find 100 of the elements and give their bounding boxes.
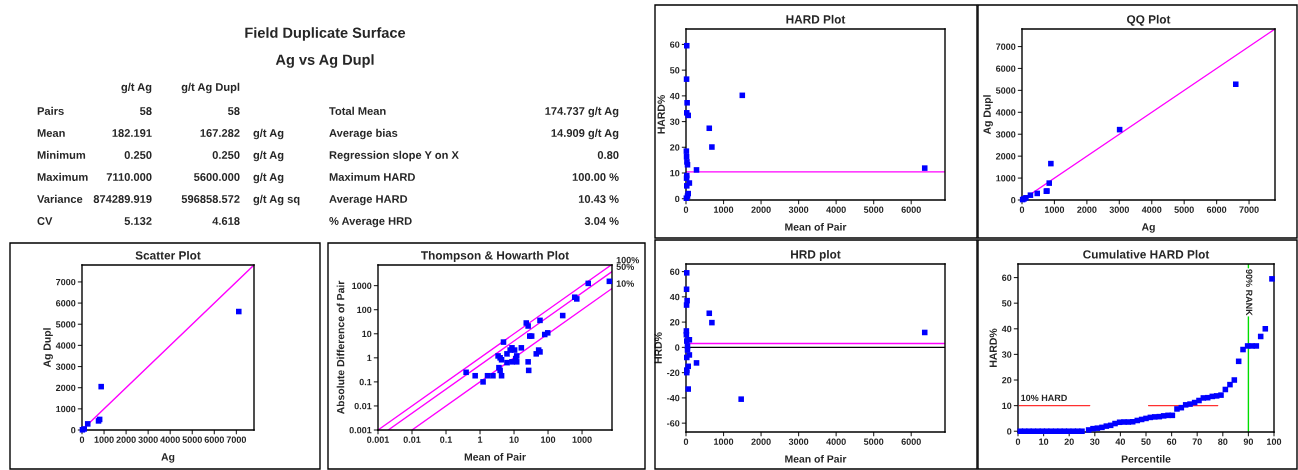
x-axis-title: Mean of Pair <box>464 453 526 461</box>
text: 596858.572 <box>181 195 240 203</box>
text: 7110.000 <box>106 173 152 181</box>
x-tick-label: 1000 <box>1044 206 1065 213</box>
y-tick-label: 10 <box>362 330 372 338</box>
y-tick-label: 30 <box>1001 351 1012 358</box>
text: g/t Ag <box>121 82 152 94</box>
text: 174.737 g/t Ag <box>545 106 619 118</box>
text: 0.80 <box>597 151 619 159</box>
chart-title: Scatter Plot <box>135 250 201 260</box>
series-label: 10% <box>616 280 634 287</box>
x-tick-label: 4000 <box>826 438 846 445</box>
chart-title: QQ Plot <box>1127 14 1171 26</box>
x-tick-label: 5000 <box>182 436 202 443</box>
y-tick-label: 5000 <box>995 87 1016 94</box>
y-tick-label: 6000 <box>56 300 76 307</box>
x-tick-label: 40 <box>1115 438 1126 445</box>
y-tick-label: 10 <box>670 169 680 177</box>
y-tick-label: 60 <box>1002 274 1012 281</box>
y-tick-label: 0 <box>1011 196 1016 204</box>
text: 10.43 % <box>578 195 619 203</box>
text: 0.250 <box>212 151 240 159</box>
y-axis-title: HARD% <box>657 95 665 134</box>
text: Maximum HARD <box>329 172 415 181</box>
y-tick-label: 3000 <box>55 363 76 370</box>
y-tick-label: 0.001 <box>349 426 372 434</box>
x-tick-label: 1000 <box>572 436 592 443</box>
x-tick-label: 0 <box>683 438 689 445</box>
y-tick-label: 4000 <box>55 342 76 349</box>
text: 874289.919 <box>93 195 152 203</box>
y-axis-title: HARD% <box>989 328 997 367</box>
x-tick-label: 7000 <box>1239 206 1259 213</box>
x-axis-title: Mean of Pair <box>785 455 847 463</box>
text: 58 <box>227 107 240 115</box>
y-tick-label: 1 <box>367 354 372 362</box>
y-tick-label: 0 <box>675 195 680 203</box>
y-tick-label: 0 <box>71 426 76 434</box>
chart-title: Cumulative HARD Plot <box>1083 249 1210 259</box>
text: 14.909 g/t Ag <box>551 128 619 140</box>
x-tick-label: 5000 <box>1174 206 1194 213</box>
y-tick-label: 100 <box>357 306 372 314</box>
x-tick-label: 1 <box>478 436 483 443</box>
x-tick-label: 70 <box>1192 438 1202 445</box>
x-tick-label: 5000 <box>863 438 884 445</box>
text: 100.00 % <box>572 173 619 181</box>
y-tick-label: 7000 <box>996 43 1016 50</box>
text: Average bias <box>329 128 398 140</box>
x-tick-label: 2000 <box>116 436 136 443</box>
y-axis-title: Ag Dupl <box>983 95 993 135</box>
x-axis-title: Percentile <box>1121 455 1171 463</box>
text: Field Duplicate Surface <box>245 27 406 41</box>
x-tick-label: 3000 <box>788 206 809 213</box>
y-tick-label: 7000 <box>56 278 76 286</box>
text: Mean <box>37 129 65 137</box>
text: Average HARD <box>329 195 408 206</box>
x-tick-label: 4000 <box>1141 206 1162 213</box>
x-tick-label: 100 <box>1267 438 1282 445</box>
x-tick-label: 0 <box>1015 438 1021 445</box>
text: 167.282 <box>200 129 240 137</box>
y-tick-label: 30 <box>669 118 680 125</box>
series-label: 100% <box>616 256 640 264</box>
x-tick-label: 4000 <box>160 436 180 443</box>
text: g/t Ag <box>253 150 284 162</box>
x-axis-title: Ag <box>161 453 175 463</box>
text: Minimum <box>37 150 86 159</box>
chart-title: HARD Plot <box>786 14 846 24</box>
text: Pairs <box>37 106 64 115</box>
y-tick-label: 40 <box>669 92 680 100</box>
x-tick-label: 1000 <box>714 438 734 445</box>
x-tick-label: 6000 <box>1206 206 1227 213</box>
text: 5.132 <box>124 217 152 225</box>
x-tick-label: 3000 <box>788 438 809 445</box>
y-tick-label: 60 <box>670 41 680 48</box>
text: 182.191 <box>112 129 152 137</box>
x-tick-label: 6000 <box>901 438 921 445</box>
text: 58 <box>139 107 152 115</box>
text: Variance <box>37 194 83 203</box>
x-axis-title: Ag <box>1141 223 1155 233</box>
y-tick-label: 40 <box>669 293 680 301</box>
y-tick-label: 6000 <box>996 65 1016 72</box>
y-axis-title: Ag Dupl <box>43 328 53 368</box>
text: g/t Ag <box>253 128 284 140</box>
x-tick-label: 4000 <box>826 206 846 213</box>
y-tick-label: 20 <box>670 144 680 151</box>
y-tick-label: 1000 <box>56 405 76 413</box>
y-tick-label: 0.1 <box>359 378 372 386</box>
text: 4.618 <box>212 217 240 225</box>
x-tick-label: 20 <box>1064 438 1074 445</box>
y-axis-title: Absolute Difference of Pair <box>336 280 345 415</box>
x-tick-label: 6000 <box>901 206 921 213</box>
x-tick-label: 3000 <box>138 436 158 443</box>
y-tick-label: 1000 <box>996 175 1016 182</box>
x-tick-label: 0.01 <box>403 436 421 443</box>
y-tick-label: 20 <box>1002 376 1012 384</box>
chart-title: Thompson & Howarth Plot <box>421 250 569 262</box>
x-tick-label: 0.1 <box>440 436 453 443</box>
x-tick-label: 0 <box>1019 206 1025 213</box>
y-tick-label: 0 <box>1007 428 1012 435</box>
y-tick-label: 60 <box>670 268 680 275</box>
y-tick-label: 2000 <box>995 153 1016 160</box>
